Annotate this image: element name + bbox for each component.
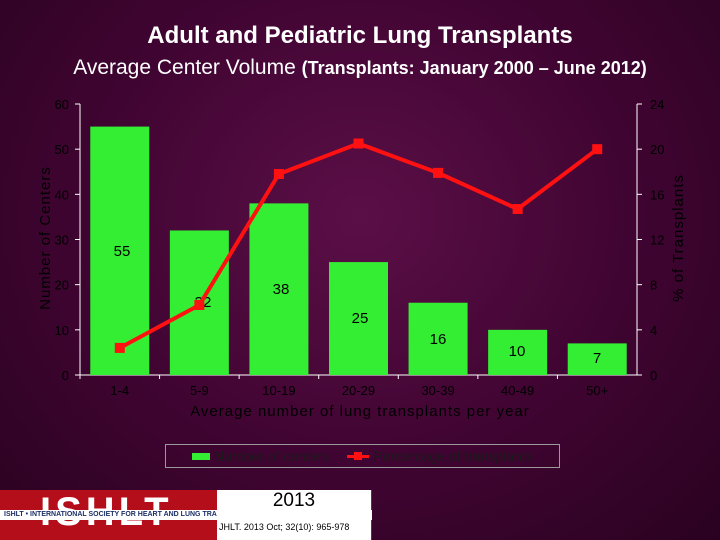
y-tick-label-right: 16 xyxy=(650,187,664,202)
x-tick-label: 5-9 xyxy=(190,383,209,398)
line-point-30-39 xyxy=(433,167,444,178)
line-point-10-19 xyxy=(273,169,284,180)
y-tick-label-left: 60 xyxy=(55,97,69,112)
y-tick-label-left: 50 xyxy=(55,142,69,157)
data-label: 38 xyxy=(273,281,290,298)
x-tick-label: 10-19 xyxy=(262,383,295,398)
combo-chart: 0 10 20 30 40 50 60 0 4 8 12 16 20 24 1-4 5-9 10-19 20-29… xyxy=(37,97,687,420)
y-tick-label-left: 0 xyxy=(62,368,69,383)
chart-subtitle: Average Center Volume (Transplants: Janu… xyxy=(0,56,720,80)
bar-50+ xyxy=(567,343,627,375)
legend-item-percentage: Percentage of transplants xyxy=(347,448,533,464)
y-tick-label-right: 24 xyxy=(650,97,664,112)
line-point-20-29 xyxy=(353,138,364,149)
y-tick-label-right: 20 xyxy=(650,142,664,157)
line-point-50+ xyxy=(592,144,603,155)
chart-title: Adult and Pediatric Lung Transplants xyxy=(147,22,573,49)
y-tick-label-right: 12 xyxy=(650,233,664,248)
y-axis-title-left: Number of Centers xyxy=(37,166,54,310)
subtitle-date-range: (Transplants: January 2000 – June 2012) xyxy=(301,58,647,78)
line-point-1-4 xyxy=(114,342,125,353)
y-axis-title-right: % of Transplants xyxy=(670,174,687,302)
x-tick-label: 20-29 xyxy=(342,383,375,398)
x-tick-label: 30-39 xyxy=(421,383,454,398)
legend-item-centers: Number of centers xyxy=(192,448,329,464)
bar-40-49 xyxy=(488,329,548,375)
line-point-5-9 xyxy=(194,299,205,310)
legend-label-percentage: Percentage of transplants xyxy=(373,448,533,464)
y-tick-label-right: 8 xyxy=(650,278,657,293)
legend-bar-swatch xyxy=(192,452,211,460)
data-label: 7 xyxy=(593,350,601,367)
bar-20-29 xyxy=(329,262,388,375)
legend-line-swatch xyxy=(347,452,370,460)
bar-1-4 xyxy=(90,126,150,375)
logo-banner: ISHLT • INTERNATIONAL SOCIETY FOR HEART … xyxy=(0,510,372,520)
journal-citation: JHLT. 2013 Oct; 32(10): 965-978 xyxy=(219,522,350,532)
y-tick-label-left: 20 xyxy=(55,278,69,293)
y-tick-label-right: 4 xyxy=(650,323,657,338)
line-point-40-49 xyxy=(512,204,523,215)
y-tick-label-left: 30 xyxy=(55,233,69,248)
x-tick-label: 50+ xyxy=(586,383,608,398)
data-label: 25 xyxy=(352,310,369,327)
year-box: 2013 JHLT. 2013 Oct; 32(10): 965-978 xyxy=(217,490,371,540)
y-tick-label-left: 40 xyxy=(55,187,69,202)
subtitle-main: Average Center Volume xyxy=(73,56,296,79)
legend-label-centers: Number of centers xyxy=(214,448,330,464)
bar-10-19 xyxy=(249,203,309,375)
y-tick-label-left: 10 xyxy=(55,323,69,338)
data-label: 16 xyxy=(430,331,447,348)
x-tick-label: 1-4 xyxy=(110,383,129,398)
x-axis-title: Average number of lung transplants per y… xyxy=(190,403,530,420)
report-year: 2013 xyxy=(272,490,316,511)
data-label: 55 xyxy=(114,243,131,260)
bar-30-39 xyxy=(408,302,468,375)
x-tick-label: 40-49 xyxy=(501,383,534,398)
y-tick-label-right: 0 xyxy=(650,368,657,383)
chart-legend: Number of centers Percentage of transpla… xyxy=(165,444,560,468)
data-label: 10 xyxy=(509,343,526,360)
